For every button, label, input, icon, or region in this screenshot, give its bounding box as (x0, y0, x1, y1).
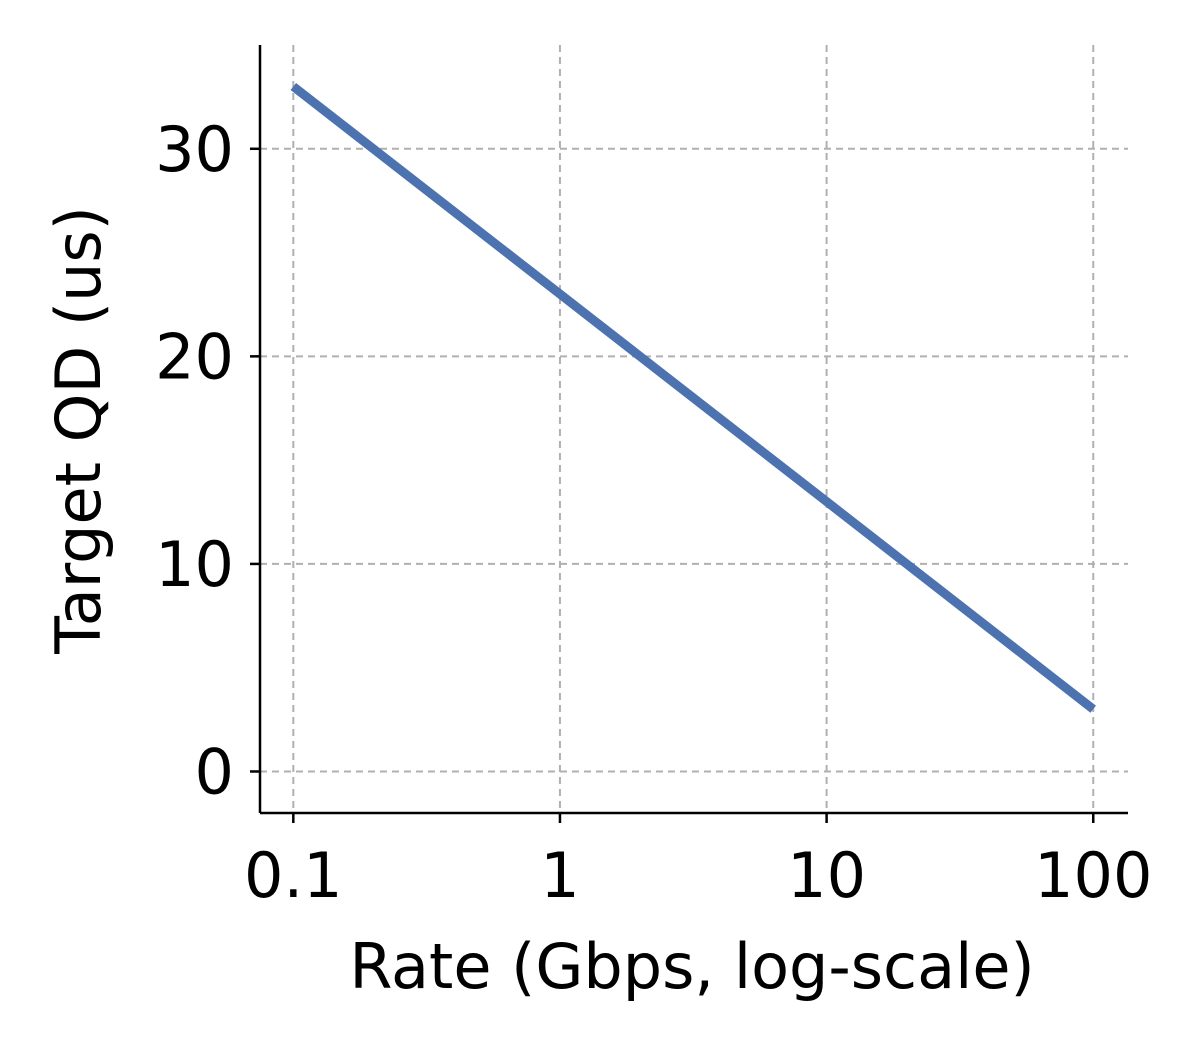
x-tick-label: 0.1 (244, 839, 343, 912)
x-tick-label: 100 (1034, 839, 1152, 912)
x-tick-label: 1 (540, 839, 579, 912)
y-ticks: 0 10 20 30 (155, 113, 260, 808)
series-layer (290, 82, 1096, 713)
x-tick-label: 10 (787, 839, 866, 912)
series-line (290, 82, 1096, 713)
axes (258, 45, 1128, 815)
x-axis-label: Rate (Gbps, log-scale) (349, 930, 1034, 1003)
y-tick-label: 10 (155, 528, 234, 601)
grid (260, 45, 1128, 813)
y-tick-label: 20 (155, 320, 234, 393)
y-axis-label: Target QD (us) (42, 206, 115, 655)
x-ticks: 0.1 1 10 100 (244, 813, 1152, 912)
y-tick-label: 30 (155, 113, 234, 186)
y-tick-label: 0 (195, 735, 234, 808)
